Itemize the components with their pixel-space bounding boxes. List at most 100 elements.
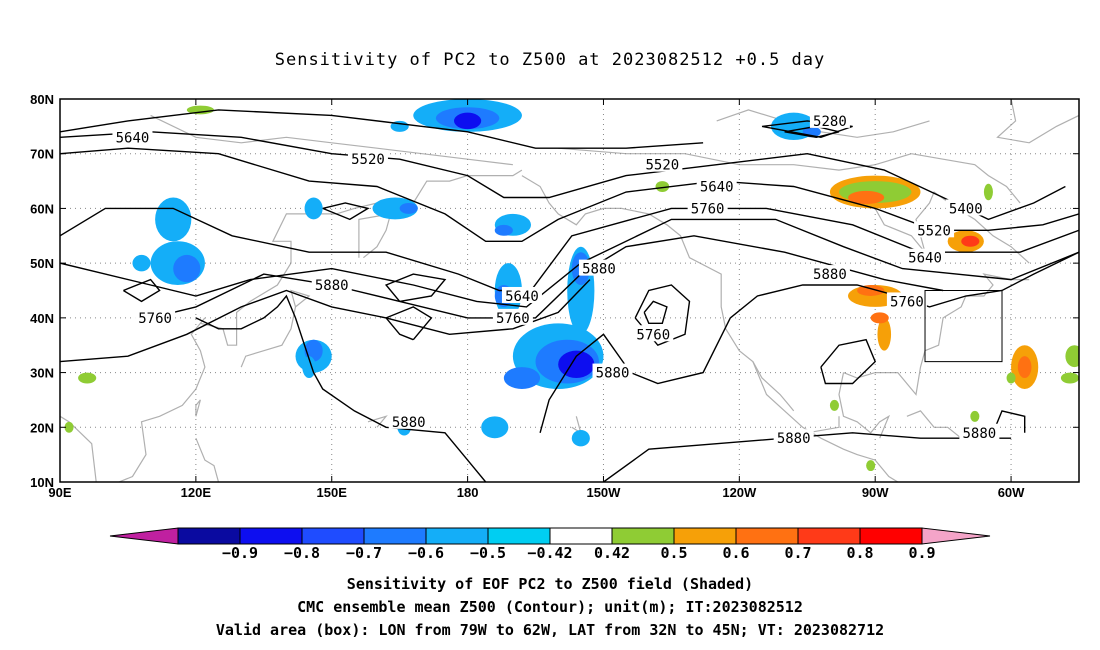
shaded-cell	[302, 356, 316, 379]
contour-label: 5880	[596, 366, 630, 382]
contour-label-bg	[687, 199, 728, 216]
contour-label: 5520	[917, 223, 951, 239]
contour-label: 5640	[116, 130, 150, 146]
coastline	[752, 361, 795, 412]
contour-line	[384, 273, 447, 303]
contour-line	[761, 120, 853, 139]
lat-label: 40N	[30, 311, 54, 326]
colorbar-label: −0.6	[408, 544, 444, 562]
lat-label: 10N	[30, 475, 54, 490]
contour-label: 5880	[315, 278, 349, 294]
colorbar-label: 0.9	[908, 544, 935, 562]
contour-line	[60, 218, 1079, 308]
shaded-cell	[155, 197, 192, 242]
valid-area-box	[924, 290, 1003, 363]
contour-line	[60, 109, 704, 149]
shaded-cell	[1017, 356, 1032, 379]
contour-label: 5400	[949, 201, 983, 217]
contour-line	[643, 300, 668, 324]
lon-label: 150E	[317, 485, 348, 500]
shaded-cell	[571, 430, 590, 447]
contour-label-bg	[642, 155, 683, 172]
coastline	[558, 147, 912, 171]
colorbar-segment	[425, 527, 489, 545]
shaded-cell	[481, 416, 509, 439]
contour-label: 5640	[505, 289, 539, 305]
lon-label: 90E	[48, 485, 71, 500]
contour-label-bg	[945, 199, 986, 216]
contour-line	[150, 235, 944, 319]
lat-label: 60N	[30, 201, 54, 216]
contour-label-bg	[809, 265, 850, 282]
contour-label-bg	[501, 286, 542, 303]
contour-label: 5880	[392, 415, 426, 431]
shaded-cell	[970, 410, 980, 422]
contour-label-bg	[809, 111, 850, 128]
coastline	[358, 213, 392, 259]
shaded-cell	[1060, 372, 1079, 384]
colorbar-label: −0.42	[527, 544, 572, 562]
shaded-cell	[454, 112, 482, 130]
lat-label: 30N	[30, 366, 54, 381]
contour-label-bg	[696, 177, 737, 194]
coastline	[874, 191, 1030, 264]
shaded-cell	[78, 372, 97, 384]
coastline	[331, 142, 513, 166]
lon-label: 90W	[862, 485, 889, 500]
coastline	[150, 114, 332, 144]
coastline	[195, 399, 201, 417]
contour-label-bg	[347, 150, 388, 167]
lon-label: 60W	[998, 485, 1025, 500]
contour-label-bg	[773, 429, 814, 446]
contour-line	[123, 278, 161, 303]
caption-line-2: CMC ensemble mean Z500 (Contour); unit(m…	[297, 598, 803, 616]
colorbar-segment	[735, 527, 799, 545]
lon-label: 150W	[586, 485, 621, 500]
coastline	[996, 99, 1079, 144]
coastline	[60, 415, 97, 482]
lon-label: 120E	[181, 485, 212, 500]
contour-label: 5760	[636, 327, 670, 343]
coastline	[521, 175, 899, 482]
contour-label: 5640	[700, 180, 734, 196]
colorbar: −0.9 −0.8 −0.7 −0.6 −0.5 −0.42 0.42 0.5 0.6 0.7 0.…	[109, 527, 991, 562]
contour-line	[195, 294, 487, 482]
colorbar-segment	[673, 527, 737, 545]
shaded-cell	[857, 285, 885, 296]
contour-label: 5760	[691, 201, 725, 217]
contour-label: 5880	[963, 426, 997, 442]
map-frame	[59, 98, 1080, 483]
colorbar-segment	[797, 527, 861, 545]
contour-label-bg	[311, 276, 352, 293]
caption-line-1: Sensitivity of EOF PC2 to Z500 field (Sh…	[346, 575, 754, 593]
shaded-cell	[829, 399, 839, 411]
colorbar-segment	[549, 527, 613, 545]
colorbar-low-triangle	[109, 527, 179, 545]
coastline	[911, 153, 1021, 204]
contour-line	[784, 125, 840, 139]
contour-label-bg	[492, 308, 533, 325]
coastline	[240, 289, 311, 368]
contour-label: 5520	[645, 158, 679, 174]
contour-label: 5760	[890, 294, 924, 310]
colorbar-label: 0.7	[784, 544, 811, 562]
contour-label-bg	[112, 128, 153, 145]
lat-label: 70N	[30, 147, 54, 162]
valid-area-rect	[924, 290, 1003, 363]
contour-label-bg	[959, 423, 1000, 440]
contour-line	[539, 251, 1079, 433]
contour-label-bg	[578, 259, 619, 276]
colorbar-segment	[859, 527, 923, 545]
lon-label: 180	[457, 485, 479, 500]
contour-labels: 5640 5520 5280 5520 5640 5760 5400 5520 5640 5880…	[112, 111, 1000, 447]
contour-label-bg	[905, 248, 946, 265]
contour-label: 5760	[496, 311, 530, 327]
contour-label-bg	[388, 412, 429, 429]
colorbar-label: 0.6	[722, 544, 749, 562]
contour-line	[820, 338, 877, 385]
colorbar-label: −0.5	[470, 544, 506, 562]
sensitivity-shading	[64, 99, 1079, 472]
contour-line	[384, 306, 433, 341]
contour-label: 5880	[582, 262, 616, 278]
